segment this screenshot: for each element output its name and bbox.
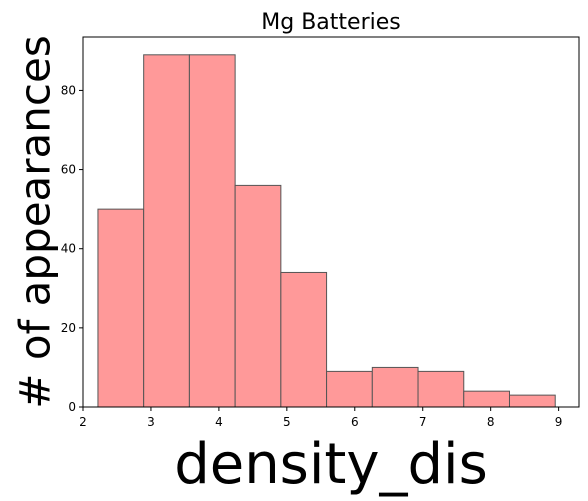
- chart-title: Mg Batteries: [261, 10, 400, 35]
- x-tick-label: 8: [487, 415, 495, 429]
- x-axis-label: density_dis: [174, 432, 488, 497]
- histogram-bar: [234, 184, 282, 408]
- histogram-bar: [188, 54, 236, 408]
- bars-group: [97, 54, 556, 408]
- histogram-bar: [97, 208, 145, 408]
- y-tick-label: 80: [61, 83, 76, 97]
- histogram-bar: [508, 394, 556, 408]
- histogram-bar: [417, 370, 465, 408]
- x-axis-ticks: 2 3 4 5 6 7 8 9: [79, 407, 562, 429]
- x-tick-label: 7: [419, 415, 427, 429]
- x-tick-label: 5: [283, 415, 291, 429]
- histogram-bar: [463, 390, 510, 408]
- y-axis-ticks: 0 20 40 60 80: [61, 83, 83, 414]
- y-tick-label: 60: [61, 163, 76, 177]
- x-tick-label: 2: [79, 415, 87, 429]
- y-tick-label: 0: [68, 400, 76, 414]
- x-tick-label: 4: [215, 415, 223, 429]
- x-tick-label: 3: [147, 415, 155, 429]
- x-tick-label: 6: [351, 415, 359, 429]
- histogram-bar: [371, 366, 419, 408]
- y-axis-label: # of appearances: [11, 35, 60, 408]
- histogram-bar: [326, 370, 373, 408]
- histogram-bar: [280, 271, 328, 408]
- histogram-bar: [143, 54, 190, 408]
- y-tick-label: 20: [61, 321, 76, 335]
- x-tick-label: 9: [555, 415, 563, 429]
- plot-frame: [82, 36, 580, 408]
- y-tick-label: 40: [61, 242, 76, 256]
